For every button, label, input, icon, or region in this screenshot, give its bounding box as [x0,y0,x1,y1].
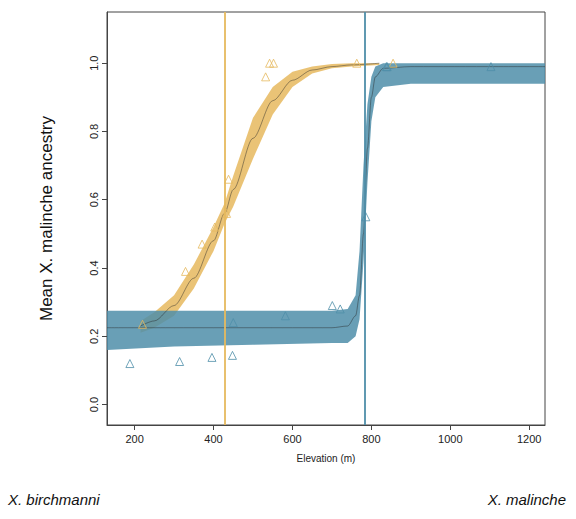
svg-text:1000: 1000 [438,433,462,445]
svg-text:0.0: 0.0 [88,397,100,412]
svg-text:X. birchmanni: X. birchmanni [7,491,100,508]
svg-text:400: 400 [204,433,222,445]
svg-text:X. malinche: X. malinche [487,491,566,508]
svg-text:Mean X. malinche ancestry: Mean X. malinche ancestry [37,115,56,321]
svg-text:0.2: 0.2 [88,329,100,344]
svg-text:600: 600 [283,433,301,445]
svg-text:1.0: 1.0 [88,56,100,71]
svg-text:0.8: 0.8 [88,124,100,139]
svg-text:0.6: 0.6 [88,192,100,207]
svg-text:0.4: 0.4 [88,260,100,275]
svg-text:200: 200 [125,433,143,445]
svg-text:800: 800 [362,433,380,445]
svg-text:Elevation (m): Elevation (m) [297,453,356,464]
svg-text:1200: 1200 [517,433,541,445]
